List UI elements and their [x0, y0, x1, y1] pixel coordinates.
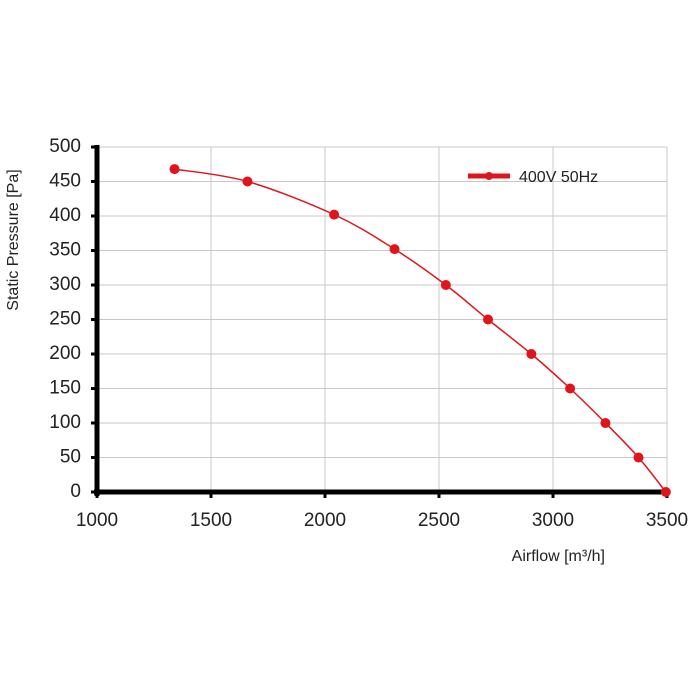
x-tick-label: 2500: [418, 510, 460, 531]
y-tick-label: 50: [60, 447, 81, 468]
x-tick-label: 3000: [532, 510, 574, 531]
y-tick-label: 450: [49, 171, 81, 192]
y-tick-label: 100: [49, 412, 81, 433]
point: [169, 164, 180, 175]
point: [660, 487, 671, 497]
point: [440, 280, 451, 290]
x-tick-label: 1500: [190, 510, 232, 531]
legend-label: 400V 50Hz: [519, 169, 598, 186]
point: [389, 244, 400, 255]
y-tick-label: 350: [49, 240, 81, 261]
point: [242, 176, 253, 187]
point: [600, 418, 611, 428]
series-line: [174, 168, 667, 493]
y-tick-label: 150: [49, 378, 81, 399]
y-tick-label: 400: [49, 205, 81, 226]
x-tick-label: 1000: [76, 510, 118, 531]
y-axis-label: Static Pressure [Pa]: [5, 169, 22, 310]
point: [483, 314, 494, 325]
point: [329, 209, 340, 220]
x-tick-label: 2000: [304, 510, 346, 531]
y-tick-label: 200: [49, 343, 81, 364]
y-tick-label: 300: [49, 274, 81, 295]
y-tick-label: 250: [49, 309, 81, 330]
x-axis-label: Airflow [m³/h]: [512, 548, 605, 565]
x-tick-label: 3500: [646, 510, 688, 531]
legend-marker: [485, 172, 493, 180]
point: [565, 383, 576, 394]
y-tick-label: 500: [49, 136, 81, 157]
point: [633, 452, 644, 463]
point: [526, 349, 537, 359]
y-tick-label: 0: [70, 481, 81, 502]
